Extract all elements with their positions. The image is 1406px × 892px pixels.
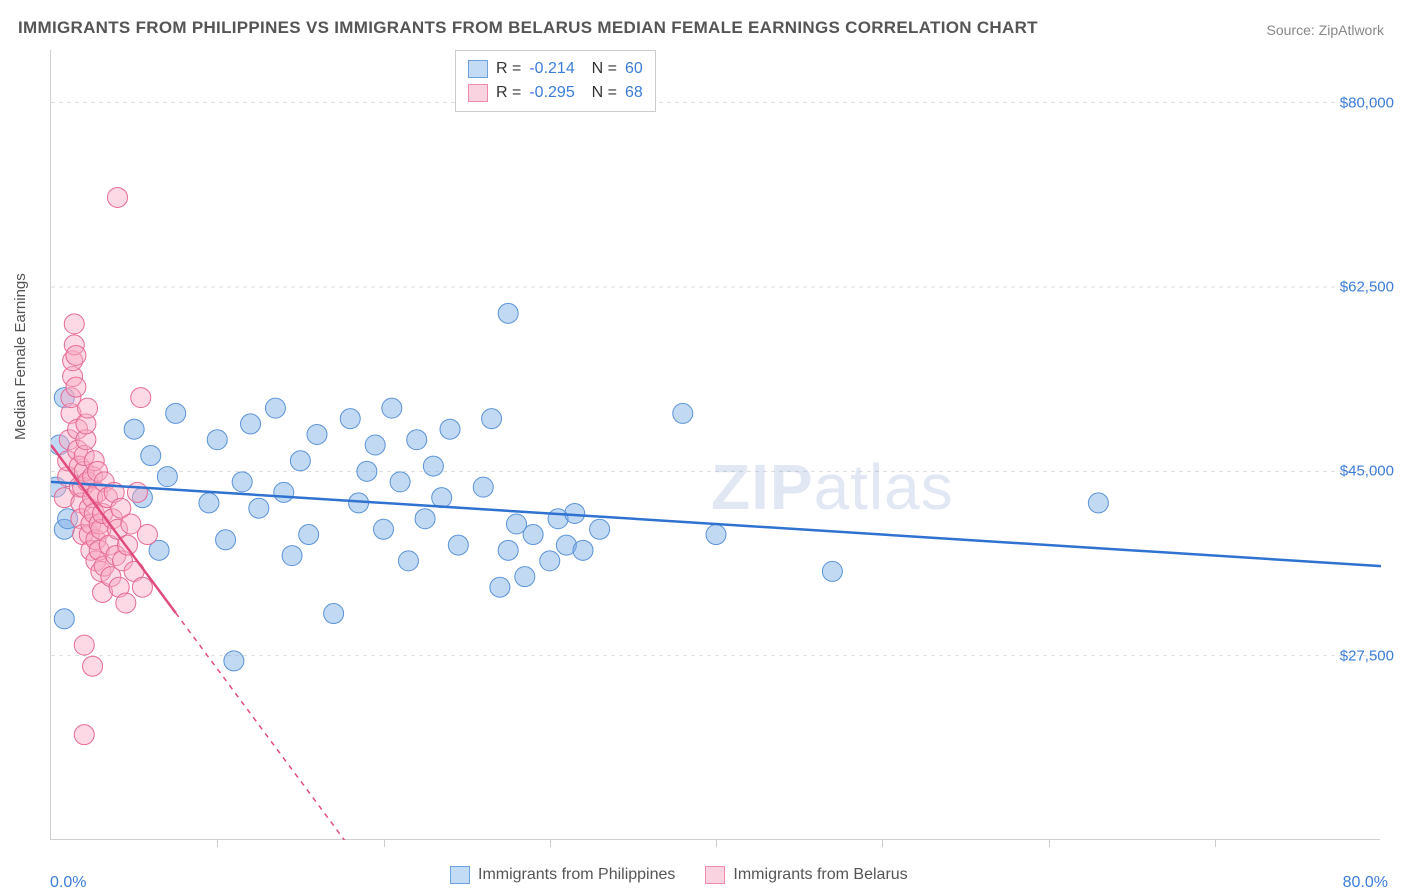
legend-label-belarus: Immigrants from Belarus [733, 866, 907, 884]
data-point [324, 604, 344, 624]
chart-title: IMMIGRANTS FROM PHILIPPINES VS IMMIGRANT… [18, 18, 1038, 38]
data-point [124, 419, 144, 439]
y-tick-label: $45,000 [1340, 463, 1394, 480]
data-point [116, 593, 136, 613]
data-point [432, 488, 452, 508]
data-point [54, 609, 74, 629]
data-point [299, 525, 319, 545]
data-point [382, 398, 402, 418]
data-point [573, 540, 593, 560]
data-point [78, 398, 98, 418]
data-point [473, 477, 493, 497]
data-point [407, 430, 427, 450]
data-point [523, 525, 543, 545]
data-point [590, 519, 610, 539]
data-point [224, 651, 244, 671]
data-point [127, 482, 147, 502]
data-point [282, 546, 302, 566]
data-point [540, 551, 560, 571]
data-point [274, 482, 294, 502]
data-point [340, 409, 360, 429]
x-tick [217, 839, 218, 847]
chart-container: IMMIGRANTS FROM PHILIPPINES VS IMMIGRANT… [0, 0, 1406, 892]
legend-row-1: R = -0.295 N = 68 [468, 81, 643, 105]
data-point [83, 656, 103, 676]
data-point [249, 498, 269, 518]
data-point [706, 525, 726, 545]
data-point [265, 398, 285, 418]
data-point [1088, 493, 1108, 513]
y-tick-label: $62,500 [1340, 279, 1394, 296]
data-point [108, 187, 128, 207]
plot-area: ZIPatlas [50, 50, 1380, 840]
data-point [166, 403, 186, 423]
data-point [74, 635, 94, 655]
legend-item-philippines: Immigrants from Philippines [450, 866, 675, 884]
data-point [448, 535, 468, 555]
n-value-1: 68 [625, 81, 643, 105]
data-point [390, 472, 410, 492]
x-tick [882, 839, 883, 847]
data-point [216, 530, 236, 550]
data-point [673, 403, 693, 423]
source-attribution: Source: ZipAtlwork [1267, 22, 1384, 38]
x-tick [716, 839, 717, 847]
data-point [199, 493, 219, 513]
chart-svg [51, 50, 1381, 840]
n-value-0: 60 [625, 57, 643, 81]
data-point [482, 409, 502, 429]
data-point [241, 414, 261, 434]
data-point [365, 435, 385, 455]
data-point [398, 551, 418, 571]
data-point [157, 467, 177, 487]
data-point [498, 540, 518, 560]
data-point [132, 577, 152, 597]
data-point [131, 388, 151, 408]
x-tick [384, 839, 385, 847]
data-point [207, 430, 227, 450]
data-point [74, 725, 94, 745]
data-point [498, 303, 518, 323]
x-tick [550, 839, 551, 847]
data-point [490, 577, 510, 597]
x-tick [1049, 839, 1050, 847]
r-value-1: -0.295 [529, 81, 574, 105]
legend-item-belarus: Immigrants from Belarus [705, 866, 907, 884]
legend-series: Immigrants from Philippines Immigrants f… [450, 866, 908, 884]
data-point [515, 567, 535, 587]
x-axis-max-label: 80.0% [1343, 874, 1388, 892]
data-point [440, 419, 460, 439]
data-point [66, 345, 86, 365]
swatch-philippines [468, 60, 488, 78]
data-point [822, 561, 842, 581]
data-point [290, 451, 310, 471]
legend-label-philippines: Immigrants from Philippines [478, 866, 675, 884]
data-point [423, 456, 443, 476]
data-point [357, 461, 377, 481]
swatch-belarus [468, 84, 488, 102]
data-point [64, 314, 84, 334]
swatch-philippines-icon [450, 866, 470, 884]
legend-row-0: R = -0.214 N = 60 [468, 57, 643, 81]
data-point [137, 525, 157, 545]
y-tick-label: $27,500 [1340, 647, 1394, 664]
swatch-belarus-icon [705, 866, 725, 884]
data-point [307, 424, 327, 444]
x-axis-min-label: 0.0% [50, 874, 86, 892]
data-point [141, 446, 161, 466]
r-value-0: -0.214 [529, 57, 574, 81]
data-point [374, 519, 394, 539]
data-point [415, 509, 435, 529]
y-tick-label: $80,000 [1340, 94, 1394, 111]
data-point [66, 377, 86, 397]
y-axis-label: Median Female Earnings [12, 273, 29, 440]
legend-correlation: R = -0.214 N = 60 R = -0.295 N = 68 [455, 50, 656, 112]
data-point [232, 472, 252, 492]
x-tick [1215, 839, 1216, 847]
